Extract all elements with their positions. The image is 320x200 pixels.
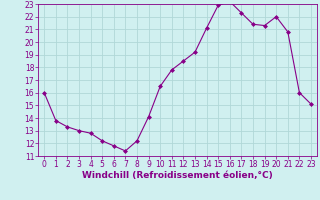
X-axis label: Windchill (Refroidissement éolien,°C): Windchill (Refroidissement éolien,°C) (82, 171, 273, 180)
